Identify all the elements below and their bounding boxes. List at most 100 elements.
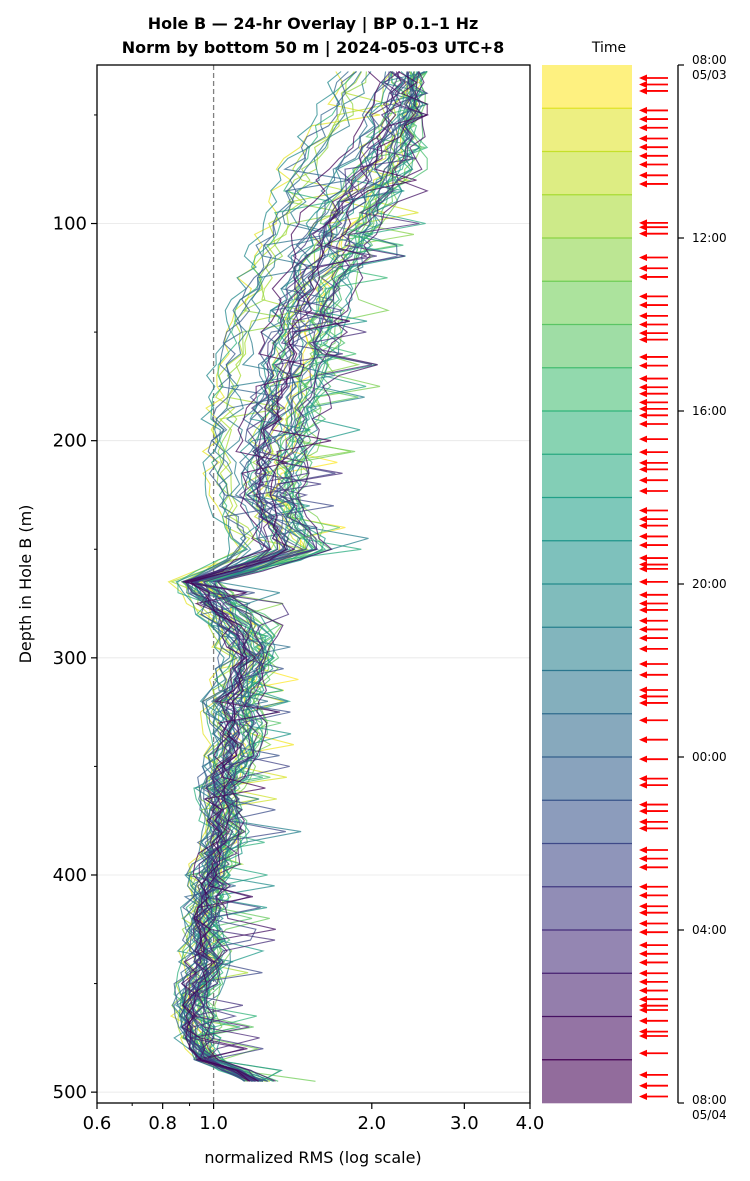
colorbar-band [542,540,632,585]
colorbar-tick-time: 00:00 [692,750,727,764]
trace-line [185,71,407,1082]
time-marker-arrowhead [639,532,647,540]
time-marker-arrowhead [639,928,647,936]
colorbar-band [542,497,632,542]
colorbar-band [542,930,632,974]
time-marker-arrowhead [639,448,647,456]
time-marker-arrowhead [639,995,647,1003]
y-tick-label: 400 [53,865,87,886]
time-marker-arrowhead [639,1082,647,1090]
colorbar-band [542,1059,632,1104]
time-marker-arrowhead [639,554,647,562]
time-marker-arrowhead [639,660,647,668]
colorbar-tick-time: 16:00 [692,404,727,418]
colorbar-tick-time: 08:00 [692,1093,727,1107]
time-marker-arrowhead [639,321,647,328]
time-marker-arrowhead [639,135,647,143]
colorbar-band [542,151,632,196]
colorbar-band [542,1016,632,1061]
x-tick-label: 2.0 [357,1113,386,1134]
time-marker-arrowhead [639,273,647,281]
x-axis-ticks: 0.6 0.8 1.0 2.0 3.0 4.0 [83,1103,545,1134]
x-tick-label: 4.0 [516,1113,545,1134]
time-marker-arrowhead [639,855,647,863]
time-marker-arrowhead [639,645,647,653]
time-marker-arrowhead [639,801,647,809]
time-marker-arrowhead [639,671,647,679]
time-marker-arrowhead [639,969,647,977]
time-marker-arrowhead [639,716,647,724]
time-marker-arrowhead [639,755,647,763]
time-marker-arrowhead [639,230,647,238]
time-marker-arrowhead [639,152,647,160]
time-marker-arrowhead [639,775,647,783]
colorbar-band [542,454,632,498]
trace-line [193,71,426,1082]
time-marker-arrowhead [639,160,647,168]
time-marker-arrowhead [639,106,647,114]
chart-title-line2: Norm by bottom 50 m | 2024-05-03 UTC+8 [122,38,505,58]
time-marker-arrowhead [639,578,647,586]
colorbar-band [542,757,632,801]
y-tick-label: 300 [53,648,87,669]
time-marker-arrowhead [639,978,647,986]
time-marker-arrowhead [639,115,647,123]
y-tick-label: 500 [53,1082,87,1103]
colorbar-band [542,973,632,1017]
time-marker-arrowhead [639,1049,647,1057]
time-marker-arrowhead [639,565,647,573]
time-marker-arrowhead [639,143,647,151]
time-marker-arrowhead [639,1032,647,1040]
x-axis-label: normalized RMS (log scale) [204,1148,421,1167]
time-marker-arrowhead [639,80,647,88]
time-marker-arrowhead [639,625,647,633]
time-marker-arrowhead [639,920,647,928]
time-marker-arrowhead [639,522,647,530]
time-marker-arrowhead [639,1006,647,1014]
colorbar-markers [639,74,668,1101]
time-marker-arrowhead [639,987,647,995]
trace-line [196,71,421,1082]
x-tick-label: 1.0 [199,1113,228,1134]
time-marker-arrowhead [639,686,647,694]
time-marker-arrowhead [639,824,647,832]
time-marker-arrowhead [639,253,647,261]
time-marker-arrowhead [639,329,647,337]
colorbar-tick-time: 04:00 [692,923,727,937]
colorbar-band [542,843,632,888]
chart-title-line1: Hole B — 24-hr Overlay | BP 0.1–1 Hz [148,14,479,34]
colorbar-band [542,324,632,369]
time-marker-arrowhead [639,487,647,495]
colorbar-band [542,713,632,758]
horizontal-grid [97,223,530,1093]
trace-line [190,71,420,1082]
plot-area: 100 200 300 400 500 0.6 0.8 1.0 2.0 3.0 4.0 [53,64,545,1134]
time-marker-arrowhead [639,846,647,854]
time-marker-arrowhead [639,312,647,320]
y-tick-label: 200 [53,431,87,452]
time-marker-arrowhead [639,617,647,625]
time-marker-arrowhead [639,950,647,958]
time-marker-arrowhead [639,591,647,599]
colorbar-band [542,108,632,152]
colorbar-tick-time: 12:00 [692,231,727,245]
x-tick-label: 3.0 [450,1113,479,1134]
y-tick-label: 100 [53,214,87,235]
time-marker-arrowhead [639,74,647,82]
colorbar-band [542,281,632,325]
time-marker-arrowhead [639,606,647,614]
colorbar-ticks: 08:0005/0312:0016:0020:0000:0004:0008:00… [678,53,727,1122]
time-marker-arrowhead [639,863,647,871]
time-marker-arrowhead [639,264,647,272]
colorbar-tick-time: 20:00 [692,577,727,591]
time-marker-arrowhead [639,383,647,391]
time-marker-arrowhead [639,958,647,966]
time-marker-arrowhead [639,124,647,132]
x-tick-label: 0.8 [148,1113,177,1134]
time-marker-arrowhead [639,411,647,419]
time-marker-arrowhead [639,807,647,815]
colorbar-tick-time: 08:00 [692,53,727,67]
time-marker-arrowhead [639,1093,647,1101]
time-marker-arrowhead [639,818,647,826]
